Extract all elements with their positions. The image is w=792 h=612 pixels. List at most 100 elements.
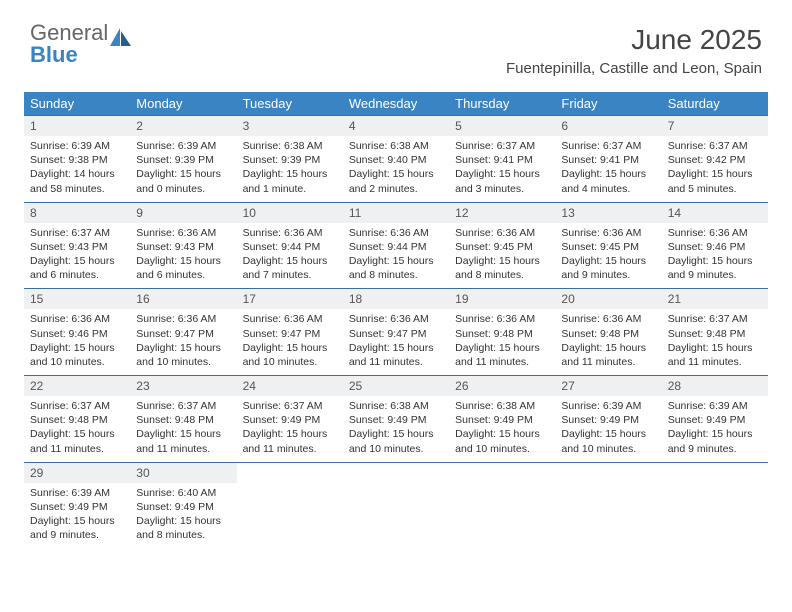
day-number-empty: [662, 463, 768, 483]
day-number: 30: [130, 463, 236, 483]
logo: General Blue: [30, 22, 132, 66]
day-number: 6: [555, 116, 661, 136]
day-details: Sunrise: 6:36 AMSunset: 9:45 PMDaylight:…: [555, 223, 661, 289]
calendar-day: 3Sunrise: 6:38 AMSunset: 9:39 PMDaylight…: [237, 116, 343, 202]
day-number: 29: [24, 463, 130, 483]
weekday-label: Sunday: [24, 92, 130, 115]
calendar-weeks: 1Sunrise: 6:39 AMSunset: 9:38 PMDaylight…: [24, 115, 768, 548]
calendar-day: 25Sunrise: 6:38 AMSunset: 9:49 PMDayligh…: [343, 376, 449, 462]
day-details: Sunrise: 6:39 AMSunset: 9:38 PMDaylight:…: [24, 136, 130, 202]
day-number: 24: [237, 376, 343, 396]
calendar-day: 29Sunrise: 6:39 AMSunset: 9:49 PMDayligh…: [24, 463, 130, 549]
calendar-day: 19Sunrise: 6:36 AMSunset: 9:48 PMDayligh…: [449, 289, 555, 375]
day-details: Sunrise: 6:36 AMSunset: 9:47 PMDaylight:…: [130, 309, 236, 375]
day-number: 8: [24, 203, 130, 223]
calendar-day: 27Sunrise: 6:39 AMSunset: 9:49 PMDayligh…: [555, 376, 661, 462]
day-details: Sunrise: 6:37 AMSunset: 9:41 PMDaylight:…: [555, 136, 661, 202]
weekday-label: Saturday: [662, 92, 768, 115]
day-number-empty: [237, 463, 343, 483]
calendar-day: 21Sunrise: 6:37 AMSunset: 9:48 PMDayligh…: [662, 289, 768, 375]
day-details: Sunrise: 6:37 AMSunset: 9:48 PMDaylight:…: [130, 396, 236, 462]
day-number: 14: [662, 203, 768, 223]
day-number: 3: [237, 116, 343, 136]
calendar-day: 6Sunrise: 6:37 AMSunset: 9:41 PMDaylight…: [555, 116, 661, 202]
day-number: 25: [343, 376, 449, 396]
day-details: Sunrise: 6:36 AMSunset: 9:46 PMDaylight:…: [24, 309, 130, 375]
day-details: Sunrise: 6:36 AMSunset: 9:44 PMDaylight:…: [237, 223, 343, 289]
day-number: 18: [343, 289, 449, 309]
calendar-day: 4Sunrise: 6:38 AMSunset: 9:40 PMDaylight…: [343, 116, 449, 202]
calendar-day: [449, 463, 555, 549]
calendar-day: 23Sunrise: 6:37 AMSunset: 9:48 PMDayligh…: [130, 376, 236, 462]
logo-text: General Blue: [30, 22, 108, 66]
calendar-day: 22Sunrise: 6:37 AMSunset: 9:48 PMDayligh…: [24, 376, 130, 462]
calendar-day: 11Sunrise: 6:36 AMSunset: 9:44 PMDayligh…: [343, 203, 449, 289]
page-title: June 2025: [506, 24, 762, 56]
day-details: Sunrise: 6:36 AMSunset: 9:48 PMDaylight:…: [449, 309, 555, 375]
day-details: Sunrise: 6:36 AMSunset: 9:48 PMDaylight:…: [555, 309, 661, 375]
calendar-week: 15Sunrise: 6:36 AMSunset: 9:46 PMDayligh…: [24, 288, 768, 375]
calendar-day: 13Sunrise: 6:36 AMSunset: 9:45 PMDayligh…: [555, 203, 661, 289]
calendar-day: 7Sunrise: 6:37 AMSunset: 9:42 PMDaylight…: [662, 116, 768, 202]
calendar-day: 10Sunrise: 6:36 AMSunset: 9:44 PMDayligh…: [237, 203, 343, 289]
day-number: 11: [343, 203, 449, 223]
day-details: Sunrise: 6:36 AMSunset: 9:43 PMDaylight:…: [130, 223, 236, 289]
weekday-label: Monday: [130, 92, 236, 115]
day-number: 20: [555, 289, 661, 309]
calendar-day: 18Sunrise: 6:36 AMSunset: 9:47 PMDayligh…: [343, 289, 449, 375]
day-details: Sunrise: 6:37 AMSunset: 9:48 PMDaylight:…: [662, 309, 768, 375]
weekday-label: Friday: [555, 92, 661, 115]
day-details: Sunrise: 6:39 AMSunset: 9:39 PMDaylight:…: [130, 136, 236, 202]
day-number-empty: [449, 463, 555, 483]
day-number: 12: [449, 203, 555, 223]
calendar-day: 17Sunrise: 6:36 AMSunset: 9:47 PMDayligh…: [237, 289, 343, 375]
day-details: Sunrise: 6:38 AMSunset: 9:40 PMDaylight:…: [343, 136, 449, 202]
day-number: 7: [662, 116, 768, 136]
calendar-day: [237, 463, 343, 549]
day-details: Sunrise: 6:40 AMSunset: 9:49 PMDaylight:…: [130, 483, 236, 549]
day-details: Sunrise: 6:37 AMSunset: 9:43 PMDaylight:…: [24, 223, 130, 289]
location-text: Fuentepinilla, Castille and Leon, Spain: [506, 60, 762, 77]
day-number: 15: [24, 289, 130, 309]
day-details: Sunrise: 6:36 AMSunset: 9:44 PMDaylight:…: [343, 223, 449, 289]
calendar-day: 12Sunrise: 6:36 AMSunset: 9:45 PMDayligh…: [449, 203, 555, 289]
day-number: 23: [130, 376, 236, 396]
day-number: 22: [24, 376, 130, 396]
day-number: 13: [555, 203, 661, 223]
logo-text-blue: Blue: [30, 42, 78, 67]
calendar-day: 1Sunrise: 6:39 AMSunset: 9:38 PMDaylight…: [24, 116, 130, 202]
day-number: 9: [130, 203, 236, 223]
day-details: Sunrise: 6:37 AMSunset: 9:49 PMDaylight:…: [237, 396, 343, 462]
calendar-day: 9Sunrise: 6:36 AMSunset: 9:43 PMDaylight…: [130, 203, 236, 289]
calendar-day: [555, 463, 661, 549]
weekday-label: Wednesday: [343, 92, 449, 115]
day-number: 19: [449, 289, 555, 309]
day-details: Sunrise: 6:39 AMSunset: 9:49 PMDaylight:…: [24, 483, 130, 549]
day-number-empty: [555, 463, 661, 483]
day-number: 10: [237, 203, 343, 223]
day-details: Sunrise: 6:36 AMSunset: 9:45 PMDaylight:…: [449, 223, 555, 289]
logo-sail-icon: [110, 28, 132, 46]
day-number: 4: [343, 116, 449, 136]
day-details: Sunrise: 6:37 AMSunset: 9:41 PMDaylight:…: [449, 136, 555, 202]
weekday-label: Tuesday: [237, 92, 343, 115]
calendar-day: 14Sunrise: 6:36 AMSunset: 9:46 PMDayligh…: [662, 203, 768, 289]
day-number: 17: [237, 289, 343, 309]
calendar-day: 26Sunrise: 6:38 AMSunset: 9:49 PMDayligh…: [449, 376, 555, 462]
calendar-day: 30Sunrise: 6:40 AMSunset: 9:49 PMDayligh…: [130, 463, 236, 549]
calendar-day: 2Sunrise: 6:39 AMSunset: 9:39 PMDaylight…: [130, 116, 236, 202]
calendar-day: 15Sunrise: 6:36 AMSunset: 9:46 PMDayligh…: [24, 289, 130, 375]
day-details: Sunrise: 6:36 AMSunset: 9:46 PMDaylight:…: [662, 223, 768, 289]
day-details: Sunrise: 6:36 AMSunset: 9:47 PMDaylight:…: [343, 309, 449, 375]
weekday-header: Sunday Monday Tuesday Wednesday Thursday…: [24, 92, 768, 115]
calendar-week: 22Sunrise: 6:37 AMSunset: 9:48 PMDayligh…: [24, 375, 768, 462]
calendar-week: 29Sunrise: 6:39 AMSunset: 9:49 PMDayligh…: [24, 462, 768, 549]
day-details: Sunrise: 6:39 AMSunset: 9:49 PMDaylight:…: [555, 396, 661, 462]
calendar-week: 8Sunrise: 6:37 AMSunset: 9:43 PMDaylight…: [24, 202, 768, 289]
day-details: Sunrise: 6:38 AMSunset: 9:39 PMDaylight:…: [237, 136, 343, 202]
day-number: 16: [130, 289, 236, 309]
day-number: 1: [24, 116, 130, 136]
day-details: Sunrise: 6:38 AMSunset: 9:49 PMDaylight:…: [343, 396, 449, 462]
day-details: Sunrise: 6:39 AMSunset: 9:49 PMDaylight:…: [662, 396, 768, 462]
calendar-day: [343, 463, 449, 549]
